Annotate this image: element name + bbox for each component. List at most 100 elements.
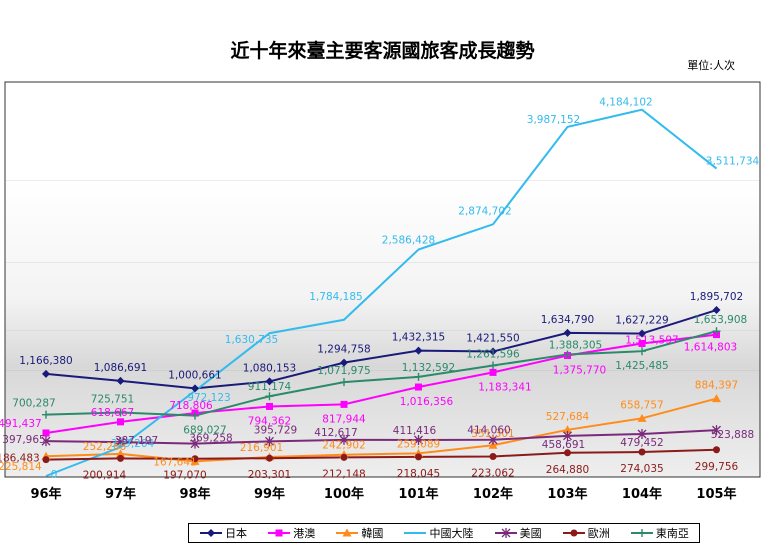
data-label: 1,614,803 [684,342,737,354]
data-label: 618,667 [91,407,134,419]
series-line [45,448,717,461]
data-point [42,410,50,419]
data-point [638,347,646,356]
data-label: 1,132,592 [402,362,455,374]
legend-item: 中國大陸 [403,525,473,541]
data-point [340,358,348,367]
data-point [116,437,125,448]
data-point [190,438,200,449]
x-tick-label: 96年 [30,486,61,502]
data-label: 351,301 [471,428,514,440]
data-label: 1,261,596 [466,349,520,361]
legend-item: 日本 [199,525,247,541]
data-label: 817,944 [322,413,366,425]
data-label: 1,630,735 [225,334,278,346]
legend-item: 港澳 [267,525,315,541]
data-label: 1,375,770 [553,365,606,377]
data-label: 274,035 [620,463,663,475]
data-label: 212,148 [322,468,365,480]
data-label: 0 [51,469,58,481]
data-point [563,328,572,337]
legend: 日本 港澳 韓國 中國大陸 美國 歐洲 東南亞 [188,523,700,543]
data-label: 523,888 [711,429,754,441]
data-label: 218,045 [397,468,440,480]
legend-swatch [562,529,585,537]
data-point [489,347,497,356]
data-point [41,436,51,447]
data-label: 527,684 [546,411,590,423]
data-point [117,454,124,462]
data-label: 1,513,597 [625,334,678,346]
data-point [489,361,497,370]
legend-label: 東南亞 [655,527,689,540]
data-label: 3,511,734 [706,156,760,168]
data-point [488,434,498,445]
data-label: 1,784,185 [309,291,362,303]
data-label: 2,874,702 [458,205,511,217]
data-point [563,425,572,434]
legend-item: 美國 [494,525,542,541]
data-label: 411,416 [393,425,437,437]
data-point [340,400,348,408]
legend-label: 歐洲 [587,527,610,540]
data-label: 1,000,661 [168,369,221,381]
data-label: 700,287 [12,398,55,410]
x-tick-label: 103年 [547,486,587,502]
data-label: 397,965 [2,434,45,446]
background-band [6,330,759,331]
legend-swatch [404,532,427,534]
legend-swatch [630,529,653,537]
data-label: 329,204 [111,438,155,450]
legend-label: 港澳 [293,527,316,540]
data-label: 414,060 [467,425,510,437]
data-label: 1,388,305 [549,339,602,351]
data-point [266,454,273,462]
data-label: 689,027 [183,425,226,437]
data-label: 1,294,758 [317,344,370,356]
data-point [265,377,274,386]
legend-label: 日本 [225,527,248,540]
data-point [342,528,352,537]
data-label: 167,641 [153,456,196,468]
data-label: 458,691 [542,439,585,451]
data-point [637,529,646,537]
data-point [712,327,721,336]
data-label: 1,653,908 [694,314,747,326]
data-point [712,425,721,436]
data-label: 223,062 [471,467,514,479]
data-point [117,418,124,426]
data-label: 1,421,550 [466,333,519,345]
data-label: 718,806 [169,400,213,412]
data-label: 491,437 [0,418,42,430]
data-label: 1,166,380 [19,355,72,367]
data-label: 216,901 [240,442,283,454]
data-label: 252,266 [83,441,127,453]
x-tick-label: 101年 [398,486,438,502]
data-point [191,411,199,420]
series-line [45,429,717,445]
data-point [414,372,423,381]
series-line [45,108,718,477]
data-point [339,434,349,445]
data-point [116,408,125,417]
data-point [563,350,572,359]
data-point [414,346,423,355]
data-point [489,368,497,376]
x-tick-label: 102年 [473,486,513,502]
data-label: 259,089 [397,438,440,450]
data-point [712,394,721,403]
legend-label: 中國大陸 [429,527,474,540]
data-point [638,329,646,338]
series-line [45,330,717,417]
data-label: 1,016,356 [400,396,454,408]
data-point [275,529,283,537]
data-point [489,452,497,460]
data-point [638,339,646,347]
data-label: 2,586,428 [382,235,435,247]
data-point [265,392,274,401]
data-label: 1,183,341 [478,381,531,393]
background-band [6,262,759,263]
data-point [340,453,348,461]
data-point [42,456,50,464]
